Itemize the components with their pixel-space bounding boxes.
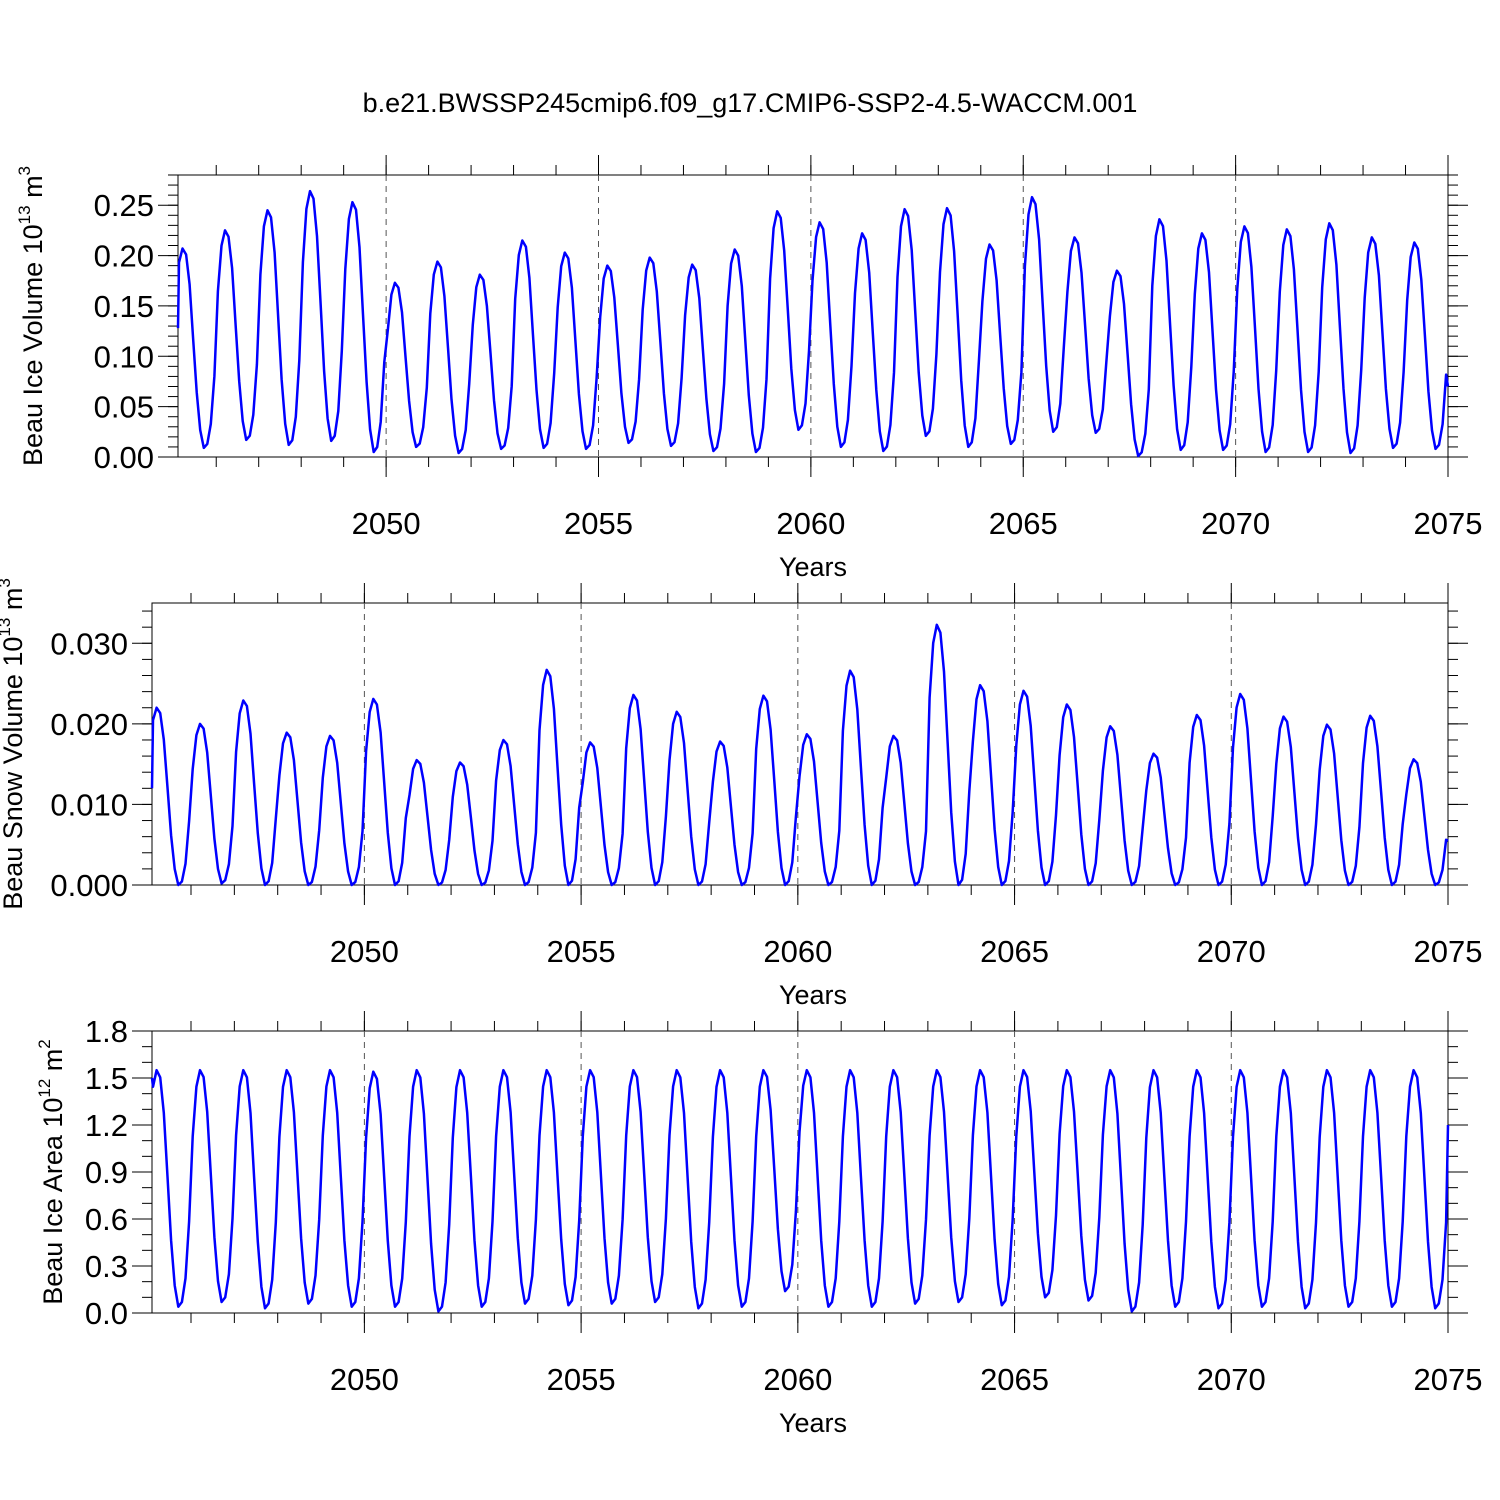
x-tick-label: 2055 [547, 934, 616, 969]
y-axis-label-exponent: 12 [35, 1079, 54, 1098]
series-line [150, 1068, 1450, 1313]
series-line [150, 623, 1449, 887]
y-tick-label: 1.2 [85, 1108, 128, 1143]
y-axis-label-text: Beau Snow Volume 10 [0, 637, 28, 910]
x-axis: 2050 2055 2060 2065 2070 2075 [190, 1011, 1483, 1397]
y-tick-label: 0.9 [85, 1155, 128, 1190]
x-tick-label: 2060 [763, 934, 832, 969]
y-axis-label-exponent: 13 [0, 618, 14, 637]
x-tick-label: 2070 [1201, 506, 1270, 541]
x-tick-label: 2075 [1414, 1362, 1483, 1397]
reference-lines [363, 1031, 1232, 1313]
y-tick-label: 0.05 [94, 390, 154, 425]
reference-lines [385, 175, 1237, 457]
y-tick-label: 0.3 [85, 1249, 128, 1284]
x-tick-label: 2070 [1197, 934, 1266, 969]
y-tick-label: 0.15 [94, 289, 154, 324]
y-axis-label-unit-exponent: 3 [0, 578, 14, 587]
x-axis: 2050 2055 2060 2065 2070 2075 [215, 155, 1483, 541]
x-tick-label: 2065 [989, 506, 1058, 541]
series-line [176, 189, 1450, 458]
x-tick-label: 2075 [1414, 506, 1483, 541]
x-axis-label: Years [779, 1408, 847, 1438]
x-tick-label: 2060 [763, 1362, 832, 1397]
y-tick-label: 0.6 [85, 1202, 128, 1237]
x-axis-label: Years [779, 980, 847, 1010]
y-tick-label: 1.5 [85, 1061, 128, 1096]
y-axis-label: Beau Ice Volume 1013 m3 [15, 166, 48, 466]
y-tick-label: 0.030 [50, 626, 128, 661]
y-axis-label-unit-exponent: 2 [35, 1039, 54, 1048]
x-tick-label: 2060 [776, 506, 845, 541]
x-axis: 2050 2055 2060 2065 2070 2075 [190, 583, 1483, 969]
y-axis-label-text: Beau Ice Volume 10 [18, 224, 48, 466]
y-tick-label: 0.0 [85, 1296, 128, 1331]
y-tick-label: 0.25 [94, 188, 154, 223]
y-tick-label: 0.010 [50, 787, 128, 822]
y-tick-label: 1.8 [85, 1014, 128, 1049]
x-axis-label: Years [779, 552, 847, 582]
x-tick-label: 2070 [1197, 1362, 1266, 1397]
panel-snow-volume: 0.000 0.010 0.020 0.030 2050 2055 2060 2065 207… [0, 578, 1482, 1010]
y-axis: 0.000 0.010 0.020 0.030 [50, 610, 1468, 903]
y-axis-label-exponent: 13 [15, 205, 34, 224]
y-tick-label: 0.00 [94, 440, 154, 475]
y-tick-label: 0.10 [94, 339, 154, 374]
x-tick-label: 2065 [980, 1362, 1049, 1397]
y-tick-label: 0.000 [50, 868, 128, 903]
x-tick-label: 2075 [1414, 934, 1483, 969]
y-tick-label: 0.020 [50, 707, 128, 742]
x-tick-label: 2050 [352, 506, 421, 541]
y-axis-label-unit: m [38, 1049, 68, 1079]
y-axis-label: Beau Snow Volume 1013 m3 [0, 578, 28, 910]
y-axis-label: Beau Ice Area 1012 m2 [35, 1039, 68, 1305]
y-axis-label-unit: m [18, 175, 48, 205]
y-axis: 0.00 0.05 0.10 0.15 0.20 0.25 [94, 174, 1468, 475]
x-tick-label: 2050 [330, 1362, 399, 1397]
panel-ice-area: 0.00.30.60.91.21.51.8 2050 2055 2060 2065 20… [35, 1011, 1482, 1438]
x-tick-label: 2055 [564, 506, 633, 541]
y-axis-label-text: Beau Ice Area 10 [38, 1098, 68, 1305]
y-axis-label-unit-exponent: 3 [15, 166, 34, 175]
panel-ice-volume: 0.00 0.05 0.10 0.15 0.20 0.25 2050 2055 2060 206… [15, 155, 1482, 582]
reference-lines [363, 603, 1232, 885]
x-tick-label: 2050 [330, 934, 399, 969]
y-axis: 0.0 0.3 0.6 0.9 1.2 1.5 1.8 [85, 1014, 1468, 1331]
x-tick-label: 2055 [547, 1362, 616, 1397]
x-tick-label: 2065 [980, 934, 1049, 969]
y-tick-label: 0.20 [94, 239, 154, 274]
chart-title: b.e21.BWSSP245cmip6.f09_g17.CMIP6-SSP2-4… [363, 88, 1138, 118]
y-axis-label-unit: m [0, 588, 28, 618]
